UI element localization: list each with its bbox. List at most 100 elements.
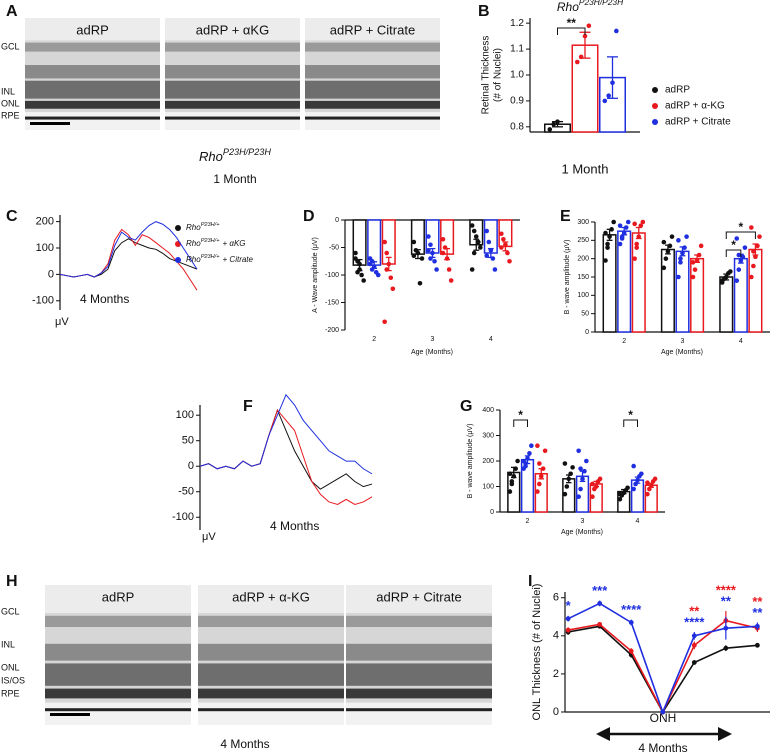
significance-label: * [518, 408, 523, 422]
y-tick-label: 6 [553, 592, 559, 604]
y-tick-label: 0 [585, 329, 589, 336]
x-tick-label: 4 [739, 338, 743, 345]
y-tick-label: 100 [176, 409, 194, 421]
tissue-band [25, 18, 160, 41]
data-point [631, 463, 636, 469]
data-point [576, 494, 581, 500]
tissue-band [25, 100, 160, 109]
image-label: adRP [102, 589, 135, 604]
y-tick-label: -50 [329, 244, 339, 251]
data-point [638, 223, 644, 228]
line-marker [597, 601, 603, 606]
significance-label: **** [716, 582, 737, 597]
data-point [361, 278, 366, 283]
data-point [663, 256, 669, 261]
superscript: P23H/+ [201, 238, 221, 244]
line-marker [628, 648, 634, 654]
y-tick-label: 200 [577, 256, 589, 263]
y-axis-label: ONL Thickness (# of Nuclei) [531, 584, 543, 721]
significance-label: **** [621, 602, 642, 617]
data-point [639, 471, 644, 477]
data-point [753, 254, 758, 260]
legend-label: RhoP23H/+ + Citrate [186, 254, 254, 264]
y-tick-label: 250 [577, 237, 589, 244]
tissue-band [165, 100, 300, 109]
panel-label: D [303, 208, 315, 225]
x-axis-label: Age (Months) [411, 349, 453, 356]
data-point [661, 239, 667, 245]
data-point [634, 241, 640, 247]
data-point [529, 443, 534, 449]
data-point [367, 261, 373, 267]
data-point [382, 319, 387, 325]
data-point [605, 241, 610, 247]
bar [410, 219, 425, 255]
data-point [590, 494, 595, 500]
significance-bracket [725, 249, 742, 257]
legend-marker [175, 225, 181, 231]
data-point [417, 280, 423, 286]
tissue-band [25, 116, 160, 120]
line-series [199, 393, 373, 475]
tissue-band [346, 702, 492, 725]
data-point [492, 267, 498, 272]
data-point [676, 238, 681, 243]
data-point [749, 225, 754, 230]
data-point [606, 93, 611, 99]
data-point [499, 231, 504, 237]
bar [675, 250, 690, 333]
tissue-band [165, 112, 300, 130]
legend-label: RhoP23H/+ [186, 222, 220, 232]
layer-label: INL [1, 639, 15, 649]
data-point [625, 219, 631, 225]
data-point [751, 263, 756, 269]
image-caption: RhoP23H/P23H [199, 147, 271, 164]
text-part: Rho [557, 0, 579, 14]
tissue-band [165, 42, 300, 52]
tissue-band [346, 688, 492, 699]
tissue-band [198, 702, 344, 725]
y-axis-label: A - Wave amplitude (μV) [312, 237, 319, 313]
data-point [432, 258, 437, 264]
tissue-band [165, 65, 300, 79]
y-tick-label: 400 [482, 407, 494, 414]
data-point [690, 260, 696, 265]
data-point [448, 278, 454, 283]
data-point [411, 239, 417, 245]
x-axis-label: ONH [650, 711, 677, 725]
data-point [692, 267, 698, 272]
x-tick-label: 2 [622, 338, 626, 345]
data-point [617, 496, 623, 502]
data-point [617, 223, 623, 228]
data-point [353, 256, 358, 261]
y-tick-label: -150 [325, 299, 339, 306]
image-caption: 1 Month [213, 172, 256, 186]
data-point [384, 250, 390, 256]
panel-label: B [478, 3, 490, 20]
y-tick-label: 0 [490, 509, 494, 516]
tissue-band [305, 65, 440, 79]
data-point [632, 221, 637, 227]
legend-marker [652, 103, 658, 109]
layer-label: RPE [1, 688, 20, 698]
text-part: Rho [186, 255, 201, 264]
image-label: adRP + Citrate [376, 589, 461, 604]
data-point [507, 471, 513, 477]
data-point [411, 253, 417, 259]
y-axis-label: B - wave amplitude (μV) [564, 240, 571, 315]
data-point [632, 256, 637, 261]
data-point [597, 476, 603, 482]
y-tick-label: 1.0 [510, 70, 524, 81]
tissue-band [165, 80, 300, 99]
data-point [740, 254, 746, 260]
data-point [603, 230, 608, 236]
line-marker [691, 642, 697, 648]
data-point [537, 481, 542, 487]
y-tick-label: 300 [482, 432, 494, 439]
data-point [542, 448, 548, 454]
panel-label: G [460, 398, 472, 415]
significance-label: * [566, 598, 572, 613]
data-point [499, 245, 504, 250]
data-point [535, 489, 540, 494]
